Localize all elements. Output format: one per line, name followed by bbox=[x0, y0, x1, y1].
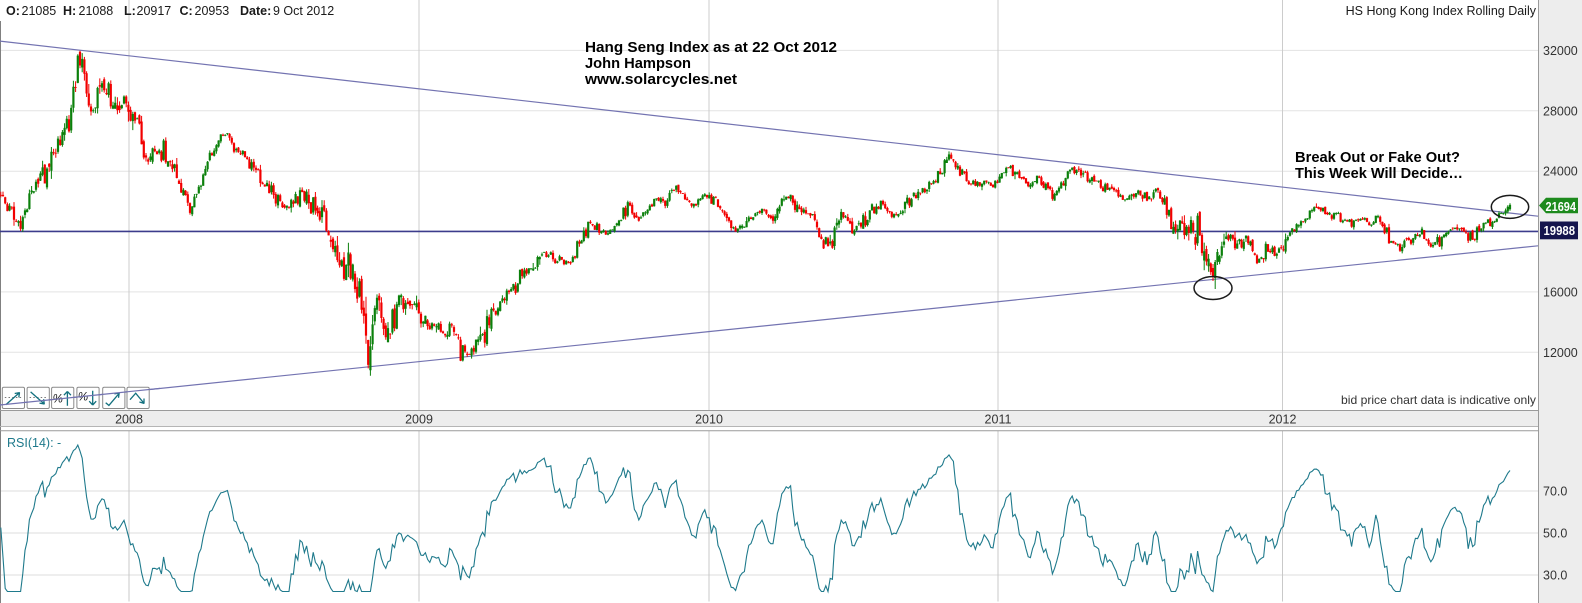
svg-text:20917: 20917 bbox=[137, 4, 172, 18]
svg-text:21088: 21088 bbox=[79, 4, 114, 18]
svg-text:24000: 24000 bbox=[1543, 165, 1578, 179]
svg-text:O:: O: bbox=[6, 4, 20, 18]
svg-text:2012: 2012 bbox=[1269, 413, 1297, 427]
svg-text:21694: 21694 bbox=[1546, 199, 1577, 214]
svg-text:C:: C: bbox=[180, 4, 193, 18]
svg-text:30.0: 30.0 bbox=[1543, 569, 1567, 583]
svg-text:2010: 2010 bbox=[695, 413, 723, 427]
svg-text:H:: H: bbox=[63, 4, 76, 18]
svg-text:RSI(14): -: RSI(14): - bbox=[7, 436, 61, 450]
svg-text:%: % bbox=[78, 392, 88, 404]
svg-text:L:: L: bbox=[124, 4, 136, 18]
svg-text:28000: 28000 bbox=[1543, 104, 1578, 118]
svg-text:Date:: Date: bbox=[240, 4, 271, 18]
svg-text:2008: 2008 bbox=[115, 413, 143, 427]
svg-text:Hang Seng Index as at 22 Oct 2: Hang Seng Index as at 22 Oct 2012 bbox=[585, 40, 837, 56]
svg-text:12000: 12000 bbox=[1543, 346, 1578, 360]
svg-text:21085: 21085 bbox=[22, 4, 57, 18]
svg-text:This Week Will Decide…: This Week Will Decide… bbox=[1295, 166, 1463, 182]
svg-text:2011: 2011 bbox=[985, 413, 1012, 427]
svg-text:Break Out or Fake Out?: Break Out or Fake Out? bbox=[1295, 150, 1460, 166]
svg-text:HS Hong Kong Index Rolling Dai: HS Hong Kong Index Rolling Daily bbox=[1346, 4, 1537, 18]
svg-text:%: % bbox=[53, 394, 63, 406]
svg-text:50.0: 50.0 bbox=[1543, 527, 1567, 541]
svg-text:16000: 16000 bbox=[1543, 285, 1578, 299]
svg-text:20953: 20953 bbox=[195, 4, 230, 18]
svg-text:John Hampson: John Hampson bbox=[585, 56, 691, 72]
svg-text:19988: 19988 bbox=[1544, 223, 1576, 238]
svg-text:32000: 32000 bbox=[1543, 44, 1578, 58]
svg-text:www.solarcycles.net: www.solarcycles.net bbox=[584, 72, 737, 88]
svg-text:70.0: 70.0 bbox=[1543, 485, 1567, 499]
svg-text:9 Oct 2012: 9 Oct 2012 bbox=[273, 4, 334, 18]
svg-text:2009: 2009 bbox=[405, 413, 433, 427]
svg-text:bid price chart data is indica: bid price chart data is indicative only bbox=[1341, 393, 1536, 407]
